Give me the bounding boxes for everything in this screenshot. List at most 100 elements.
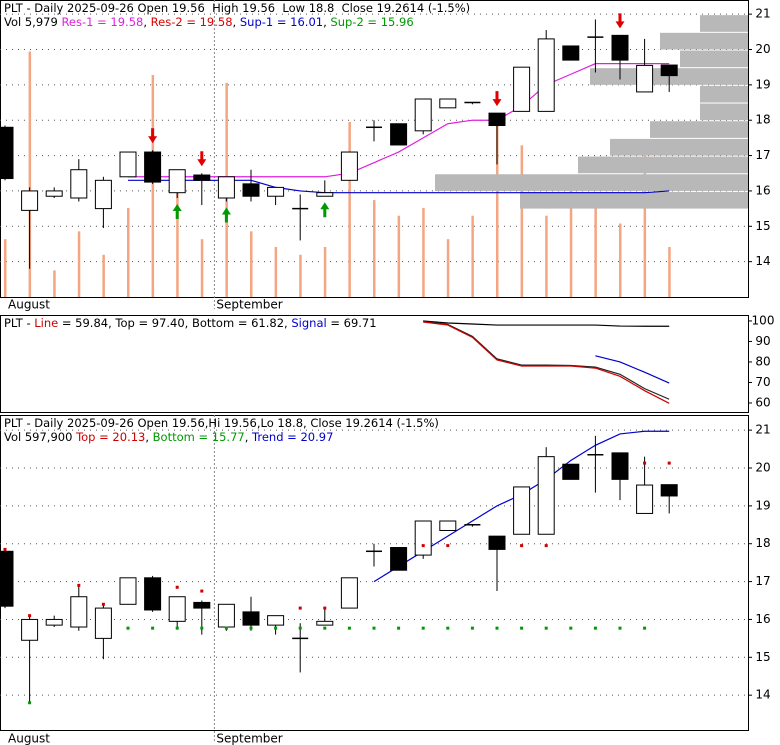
volume-profile-bar — [610, 138, 748, 156]
volume-bar — [200, 239, 204, 297]
indicator-dot — [323, 606, 327, 610]
candle-body — [562, 463, 580, 480]
buy-arrow — [221, 207, 231, 223]
candle-body — [390, 547, 408, 571]
panel-header: PLT - Daily 2025-09-26 Open 19.56 High 1… — [4, 1, 470, 15]
y-tick-label: 16 — [755, 612, 770, 626]
y-tick-label: 16 — [755, 183, 770, 197]
header-part: , — [323, 15, 330, 29]
indicator-dot — [520, 544, 524, 548]
volume-bar — [102, 254, 105, 297]
indicator-dot — [421, 626, 425, 630]
volume-bar — [4, 239, 7, 297]
indicator-dot — [520, 626, 524, 630]
buy-arrow — [172, 204, 182, 219]
candle-body — [513, 486, 531, 535]
candle-body — [340, 151, 358, 181]
candle-body — [537, 456, 555, 535]
sell-arrow — [615, 13, 625, 29]
volume-bar — [520, 145, 524, 297]
header-part: Sup-1 = 16.01 — [240, 15, 323, 29]
y-tick-label: 20 — [755, 42, 770, 56]
candle-body — [390, 123, 408, 146]
volume-bar — [545, 215, 548, 297]
header-part: Vol 597,900 — [4, 430, 76, 444]
indicator-dot — [347, 626, 351, 630]
indicator-dot — [544, 544, 548, 548]
y-tick-label: 18 — [755, 113, 770, 127]
header-part: PLT - — [4, 316, 34, 330]
volume-bar — [53, 270, 56, 297]
sell-arrow — [148, 128, 158, 144]
volume-bar — [496, 114, 499, 297]
volume-profile-bar — [435, 174, 748, 191]
candle-body — [21, 190, 39, 211]
y-tick-label: 17 — [755, 148, 770, 162]
y-tick-label: 18 — [755, 536, 770, 550]
indicator-dot — [224, 626, 228, 630]
indicator-dot — [298, 606, 302, 610]
candle-body — [45, 618, 63, 626]
header-part: , — [145, 430, 152, 444]
candle-body — [119, 151, 137, 178]
candle-body — [636, 484, 654, 514]
candle-body — [0, 126, 14, 180]
indicator-line — [423, 321, 670, 404]
candle-body — [414, 98, 432, 132]
indicator-dot — [643, 626, 647, 630]
indicator-dot — [544, 626, 548, 630]
header-part: Res-1 = 19.58 — [61, 15, 143, 29]
x-tick-label: September — [216, 732, 282, 745]
header-part: = 59.84, Top = 97.40, Bottom = 61.82, — [58, 316, 291, 330]
candle-body — [70, 596, 88, 628]
indicator-dot — [3, 547, 7, 551]
indicator-dot — [421, 544, 425, 548]
indicator-dot — [77, 583, 81, 587]
volume-bar — [668, 246, 671, 297]
indicator-dot — [28, 701, 32, 705]
indicator-dot — [151, 626, 155, 630]
indicator-dot — [274, 626, 278, 630]
y-tick-label: 21 — [755, 423, 770, 437]
candle-body — [168, 596, 186, 622]
indicator-dot — [446, 544, 450, 548]
volume-bar — [274, 246, 278, 297]
y-tick-label: 20 — [755, 461, 770, 475]
indicator-dot — [470, 626, 474, 630]
indicator-dot — [28, 614, 32, 618]
volume-profile-bar — [520, 191, 748, 209]
indicator-line — [595, 355, 670, 384]
header-part: Signal — [291, 316, 326, 330]
volume-profile-bar — [700, 15, 748, 32]
volume-bar — [422, 207, 425, 297]
candle-body — [217, 176, 235, 199]
candle-body — [340, 577, 358, 609]
candle-body — [439, 520, 457, 531]
header-part: Vol 5,979 — [4, 15, 61, 29]
indicator-dot — [569, 626, 573, 630]
header-part: Sup-2 = 15.96 — [330, 15, 413, 29]
indicator-dot — [593, 626, 597, 630]
header-part: Top = 20.13 — [75, 430, 145, 444]
indicator-dot — [618, 626, 622, 630]
y-tick-label: 14 — [755, 254, 770, 268]
indicator-dot — [397, 626, 401, 630]
x-tick-label: August — [8, 298, 50, 312]
header-part: PLT - Daily 2025-09-26 Open 19.56 High 1… — [4, 1, 470, 15]
indicator-dot — [200, 589, 204, 593]
volume-bar — [151, 75, 155, 297]
volume-profile-bar — [578, 156, 748, 174]
volume-bar — [446, 239, 450, 297]
y-tick-label: 70 — [755, 375, 770, 389]
volume-bar — [348, 121, 351, 297]
y-tick-label: 90 — [755, 334, 770, 348]
candle-body — [94, 179, 112, 210]
header-part: Trend = 20.97 — [251, 430, 333, 444]
candle-body — [611, 452, 629, 480]
volume-bar — [569, 176, 573, 297]
y-tick-label: 19 — [755, 498, 770, 512]
panel-header: Vol 5,979 Res-1 = 19.58, Res-2 = 19.58, … — [4, 15, 414, 29]
x-tick-label: September — [216, 298, 282, 312]
candle-body — [488, 112, 506, 127]
candle-body — [488, 535, 506, 550]
